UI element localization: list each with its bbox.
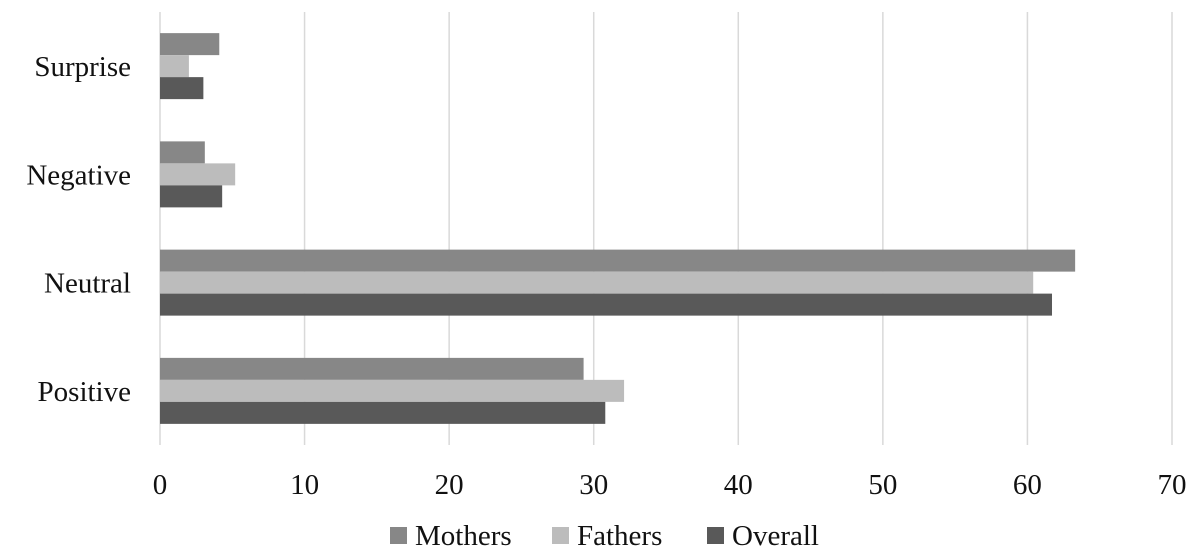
- legend-swatch-overall: [707, 527, 724, 544]
- bar-positive-overall: [160, 401, 606, 424]
- legend-swatch-mothers: [390, 527, 407, 544]
- legend-label-mothers: Mothers: [415, 520, 512, 552]
- bar-negative-overall: [160, 185, 223, 208]
- category-label-surprise: Surprise: [34, 51, 131, 83]
- x-tick-label-40: 40: [724, 469, 753, 501]
- bar-positive-mothers: [160, 357, 584, 380]
- bar-neutral-overall: [160, 293, 1053, 316]
- bar-surprise-mothers: [160, 33, 220, 56]
- bar-surprise-overall: [160, 77, 204, 100]
- bar-negative-mothers: [160, 141, 205, 164]
- x-tick-label-60: 60: [1013, 469, 1042, 501]
- legend-label-overall: Overall: [732, 520, 819, 552]
- x-tick-label-50: 50: [868, 469, 897, 501]
- x-tick-label-30: 30: [579, 469, 608, 501]
- bar-negative-fathers: [160, 163, 236, 186]
- gridlines: [159, 12, 1173, 445]
- x-tick-label-0: 0: [153, 469, 168, 501]
- x-tick-label-70: 70: [1158, 469, 1187, 501]
- bar-surprise-fathers: [160, 55, 189, 78]
- bar-neutral-mothers: [160, 249, 1076, 272]
- x-tick-label-20: 20: [435, 469, 464, 501]
- bars: [160, 33, 1076, 424]
- category-label-positive: Positive: [38, 376, 131, 408]
- legend-label-fathers: Fathers: [577, 520, 662, 552]
- x-axis-ticks: 0 10 20 30 40 50 60 70: [153, 469, 1187, 501]
- legend: Mothers Fathers Overall: [390, 520, 819, 552]
- category-label-negative: Negative: [26, 159, 131, 191]
- category-label-neutral: Neutral: [44, 268, 131, 300]
- x-tick-label-10: 10: [290, 469, 319, 501]
- bar-positive-fathers: [160, 379, 625, 402]
- bar-neutral-fathers: [160, 271, 1034, 294]
- category-labels: Positive Neutral Negative Surprise: [26, 51, 131, 408]
- legend-swatch-fathers: [552, 527, 569, 544]
